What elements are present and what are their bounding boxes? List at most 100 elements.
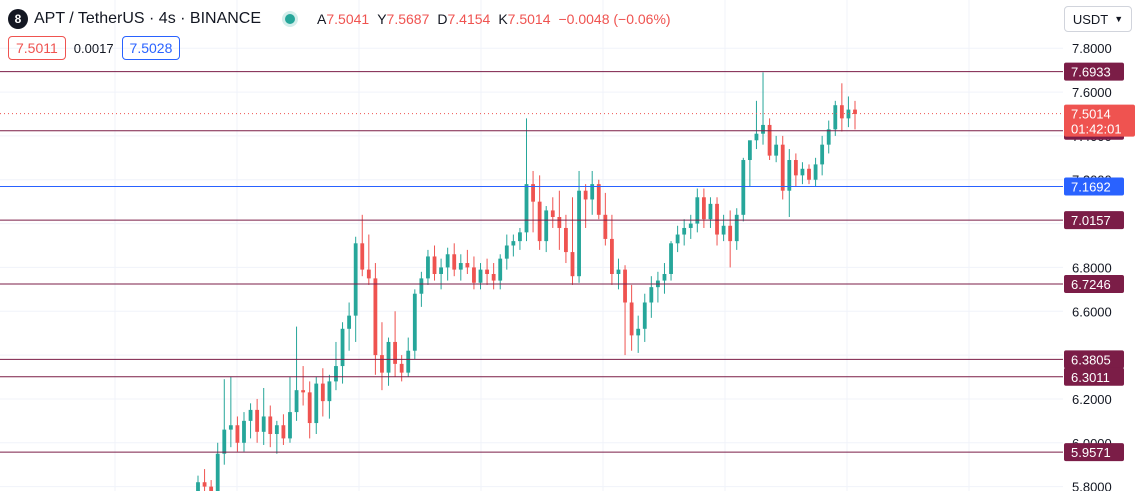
candle-body <box>215 453 220 491</box>
sell-price-button[interactable]: 7.5011 <box>8 36 66 60</box>
candle-body <box>537 201 542 242</box>
candle-body <box>747 140 752 161</box>
candle-body <box>485 269 489 274</box>
candle-body <box>307 392 312 424</box>
candle-body <box>380 355 384 373</box>
candle-body <box>623 269 627 303</box>
candle-body <box>432 256 437 274</box>
candle-body <box>334 366 338 382</box>
candle-body <box>715 203 719 235</box>
level-price-tag[interactable] <box>1064 443 1124 462</box>
current-price-label: 7.5014 <box>1071 107 1111 122</box>
y-axis-tick-label: 6.6000 <box>1072 304 1112 319</box>
current-price-tag <box>1064 104 1135 137</box>
candle-body <box>261 416 266 432</box>
ohlc-open: A7.5041 <box>317 11 370 27</box>
candle-body <box>728 225 733 242</box>
candle-body <box>452 254 457 270</box>
candle-body <box>767 124 772 156</box>
buy-price-button[interactable]: 7.5028 <box>121 36 181 60</box>
candle-body <box>353 243 358 316</box>
candle-body <box>787 160 792 191</box>
candle-body <box>741 160 746 215</box>
candle-body <box>472 267 476 283</box>
market-status-icon <box>285 14 296 24</box>
candle-body <box>314 383 319 424</box>
candle-body <box>412 293 417 351</box>
candle-body <box>465 263 470 268</box>
candle-body <box>564 227 568 253</box>
candle-body <box>780 144 785 191</box>
candle-body <box>248 409 253 421</box>
candle-body <box>301 390 306 393</box>
candle-body <box>570 252 575 277</box>
candle-body <box>524 184 529 233</box>
candle-body <box>813 164 818 180</box>
ohlc-high: Y7.5687 <box>377 11 430 27</box>
trade-prices: 7.5011 0.0017 7.5028 <box>8 36 181 60</box>
symbol-title[interactable]: APT / TetherUS · 4s · BINANCE <box>34 10 262 27</box>
level-price-label: 7.1692 <box>1071 179 1111 194</box>
candle-body <box>596 184 601 215</box>
candle-body <box>498 258 503 281</box>
currency-selector[interactable]: USDT ▼ <box>1064 6 1132 32</box>
candle-body <box>616 269 621 274</box>
level-price-label: 6.3805 <box>1071 352 1111 367</box>
y-axis-tick-label: 6.8000 <box>1072 260 1112 275</box>
candle-body <box>734 214 739 242</box>
candle-body <box>701 197 706 220</box>
candle-body <box>196 482 200 491</box>
level-price-label: 7.6933 <box>1071 65 1111 80</box>
level-price-label: 7.0157 <box>1071 213 1111 228</box>
level-price-tag[interactable] <box>1064 211 1124 230</box>
candle-body <box>478 269 483 283</box>
candle-body <box>360 243 365 270</box>
ohlc-low: D7.4154 <box>437 11 491 27</box>
level-price-label: 6.3011 <box>1071 370 1110 385</box>
candle-body <box>399 363 404 373</box>
level-price-tag[interactable] <box>1064 177 1124 196</box>
candle-body <box>426 256 430 279</box>
candle-body <box>603 214 608 239</box>
candle-body <box>531 184 535 202</box>
candle-body <box>833 105 838 130</box>
level-price-tag[interactable] <box>1064 62 1124 81</box>
candle-body <box>294 390 299 413</box>
spread-value: 0.0017 <box>73 40 114 56</box>
candle-body <box>853 109 857 114</box>
candle-body <box>340 328 345 367</box>
candle-body <box>629 302 634 336</box>
candle-body <box>235 425 240 443</box>
level-price-tag[interactable] <box>1064 274 1124 293</box>
candle-body <box>800 168 805 176</box>
candle-body <box>373 278 378 356</box>
level-price-tag[interactable] <box>1064 350 1124 369</box>
candle-body <box>761 124 765 134</box>
candle-body <box>550 210 555 218</box>
candle-body <box>458 263 463 270</box>
candle-body <box>327 381 332 402</box>
candle-body <box>649 287 654 303</box>
ohlc-close: K7.5014 <box>498 11 551 27</box>
candle-body <box>202 482 207 487</box>
currency-label: USDT <box>1072 11 1109 27</box>
candle-body <box>222 429 227 454</box>
candle-body <box>419 278 424 294</box>
candle-body <box>386 341 391 373</box>
candle-body <box>255 409 260 432</box>
candle-body <box>583 190 588 200</box>
candle-body <box>754 133 759 141</box>
candle-body <box>439 267 443 274</box>
ohlc-readout: A7.5041 Y7.5687 D7.4154 K7.5014 −0.0048 … <box>317 11 671 27</box>
candle-body <box>544 210 549 242</box>
candle-body <box>557 217 562 228</box>
candle-body <box>774 144 779 156</box>
candle-body <box>228 425 233 430</box>
candle-body <box>636 328 641 336</box>
chart-header: 8 APT / TetherUS · 4s · BINANCE A7.5041 … <box>8 8 671 30</box>
level-price-tag[interactable] <box>1064 367 1124 386</box>
candle-body <box>826 129 831 145</box>
candle-body <box>839 105 844 119</box>
